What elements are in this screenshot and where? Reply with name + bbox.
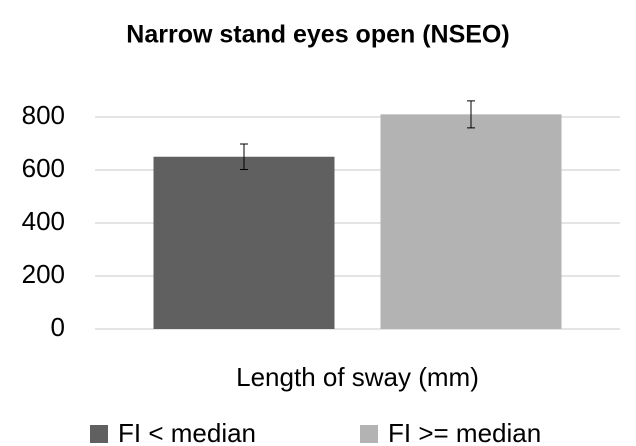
x-tick-label: Length of sway (mm) bbox=[236, 362, 479, 392]
error-bar bbox=[240, 143, 248, 170]
y-tick-label: 200 bbox=[22, 259, 65, 289]
legend-label: FI >= median bbox=[388, 418, 541, 446]
y-tick-label: 400 bbox=[22, 206, 65, 236]
y-tick-label: 600 bbox=[22, 153, 65, 183]
bar bbox=[153, 156, 335, 329]
legend-label: FI < median bbox=[118, 418, 256, 446]
chart-title: Narrow stand eyes open (NSEO) bbox=[126, 21, 509, 49]
error-bar bbox=[467, 100, 475, 129]
y-tick-label: 800 bbox=[22, 100, 65, 130]
bar bbox=[380, 114, 562, 329]
legend-swatch bbox=[90, 425, 108, 443]
y-tick-label: 0 bbox=[51, 312, 65, 342]
legend-swatch bbox=[360, 425, 378, 443]
